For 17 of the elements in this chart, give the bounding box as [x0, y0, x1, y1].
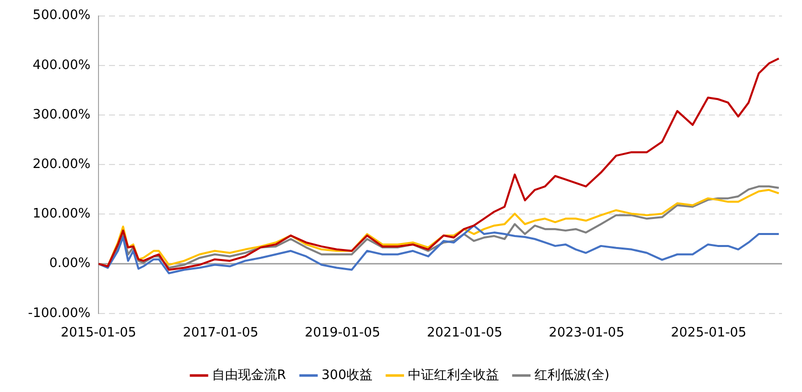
y-tick-label: 300.00% [32, 107, 91, 122]
y-tick-label: 0.00% [49, 256, 91, 272]
y-tick-label: 100.00% [32, 206, 91, 222]
x-tick-label: 2023-01-05 [548, 326, 624, 341]
legend-label: 中证红利全收益 [408, 368, 499, 383]
x-tick-label: 2017-01-05 [182, 326, 258, 341]
x-tick-label: 2021-01-05 [426, 326, 502, 341]
y-tick-label: 200.00% [32, 156, 91, 172]
legend-label: 自由现金流R [212, 366, 286, 383]
legend-label: 300收益 [322, 368, 372, 383]
x-tick-label: 2015-01-05 [60, 326, 136, 341]
y-tick-label: 400.00% [32, 58, 91, 73]
legend-label: 红利低波(全) [534, 368, 610, 383]
y-tick-label: -100.00% [28, 306, 91, 321]
x-tick-label: 2025-01-05 [670, 326, 746, 341]
x-tick-label: 2019-01-05 [304, 326, 380, 341]
y-tick-label: 500.00% [32, 8, 91, 24]
